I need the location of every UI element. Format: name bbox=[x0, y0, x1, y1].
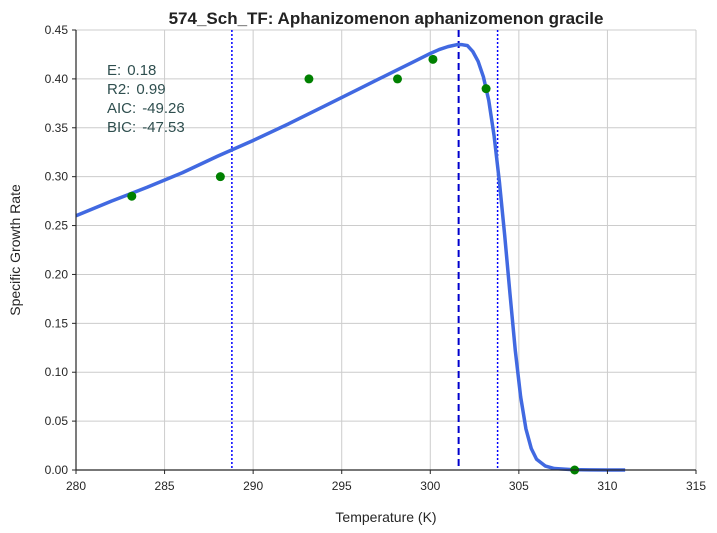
y-tick-label: 0.45 bbox=[45, 23, 69, 37]
fit-curve-group bbox=[75, 42, 626, 472]
y-tick-label: 0.25 bbox=[45, 219, 69, 233]
x-tick-label: 290 bbox=[243, 479, 263, 493]
x-axis-label: Temperature (K) bbox=[335, 509, 436, 525]
x-tick-label: 300 bbox=[420, 479, 440, 493]
stat-value: -47.53 bbox=[142, 119, 185, 136]
stat-line: R2: 0.99 bbox=[107, 81, 166, 98]
y-tick-label: 0.15 bbox=[45, 316, 69, 330]
y-tick-label: 0.05 bbox=[45, 414, 69, 428]
reference-lines bbox=[231, 30, 499, 470]
chart-title: 574_Sch_TF: Aphanizomenon aphanizomenon … bbox=[169, 9, 604, 28]
y-tick-labels: 0.00 0.05 0.10 0.15 0.20 0.25 0.30 0.35 0.40 0.45 bbox=[45, 23, 76, 477]
data-point bbox=[393, 74, 403, 84]
stat-value: 0.18 bbox=[127, 62, 156, 79]
stat-value: -49.26 bbox=[142, 100, 185, 117]
x-tick-label: 295 bbox=[332, 479, 352, 493]
data-point bbox=[481, 84, 491, 94]
grid bbox=[75, 29, 697, 471]
stat-line: BIC: -47.53 bbox=[107, 119, 185, 136]
axes bbox=[75, 30, 696, 471]
y-tick-label: 0.40 bbox=[45, 72, 69, 86]
x-tick-label: 280 bbox=[66, 479, 86, 493]
stat-value: 0.99 bbox=[136, 81, 165, 98]
data-point bbox=[127, 191, 137, 201]
observed-points bbox=[127, 54, 580, 475]
x-tick-label: 285 bbox=[155, 479, 175, 493]
stat-label: R2: bbox=[107, 81, 130, 98]
stat-label: AIC: bbox=[107, 100, 136, 117]
y-tick-label: 0.10 bbox=[45, 365, 69, 379]
stat-label: BIC: bbox=[107, 119, 136, 136]
stat-label: E: bbox=[107, 62, 121, 79]
y-tick-label: 0.20 bbox=[45, 267, 69, 281]
x-tick-labels: 280 285 290 295 300 305 310 315 bbox=[66, 470, 706, 493]
y-tick-label: 0.30 bbox=[45, 170, 69, 184]
fit-curve bbox=[75, 42, 626, 472]
x-tick-label: 310 bbox=[597, 479, 617, 493]
x-tick-label: 305 bbox=[509, 479, 529, 493]
data-point bbox=[215, 172, 225, 182]
y-axis-label: Specific Growth Rate bbox=[7, 184, 23, 316]
data-point bbox=[304, 74, 314, 84]
data-point bbox=[428, 54, 438, 64]
stat-line: AIC: -49.26 bbox=[107, 100, 185, 117]
x-tick-label: 315 bbox=[686, 479, 706, 493]
stat-line: E: 0.18 bbox=[107, 62, 156, 79]
y-tick-label: 0.00 bbox=[45, 463, 69, 477]
y-tick-label: 0.35 bbox=[45, 121, 69, 135]
